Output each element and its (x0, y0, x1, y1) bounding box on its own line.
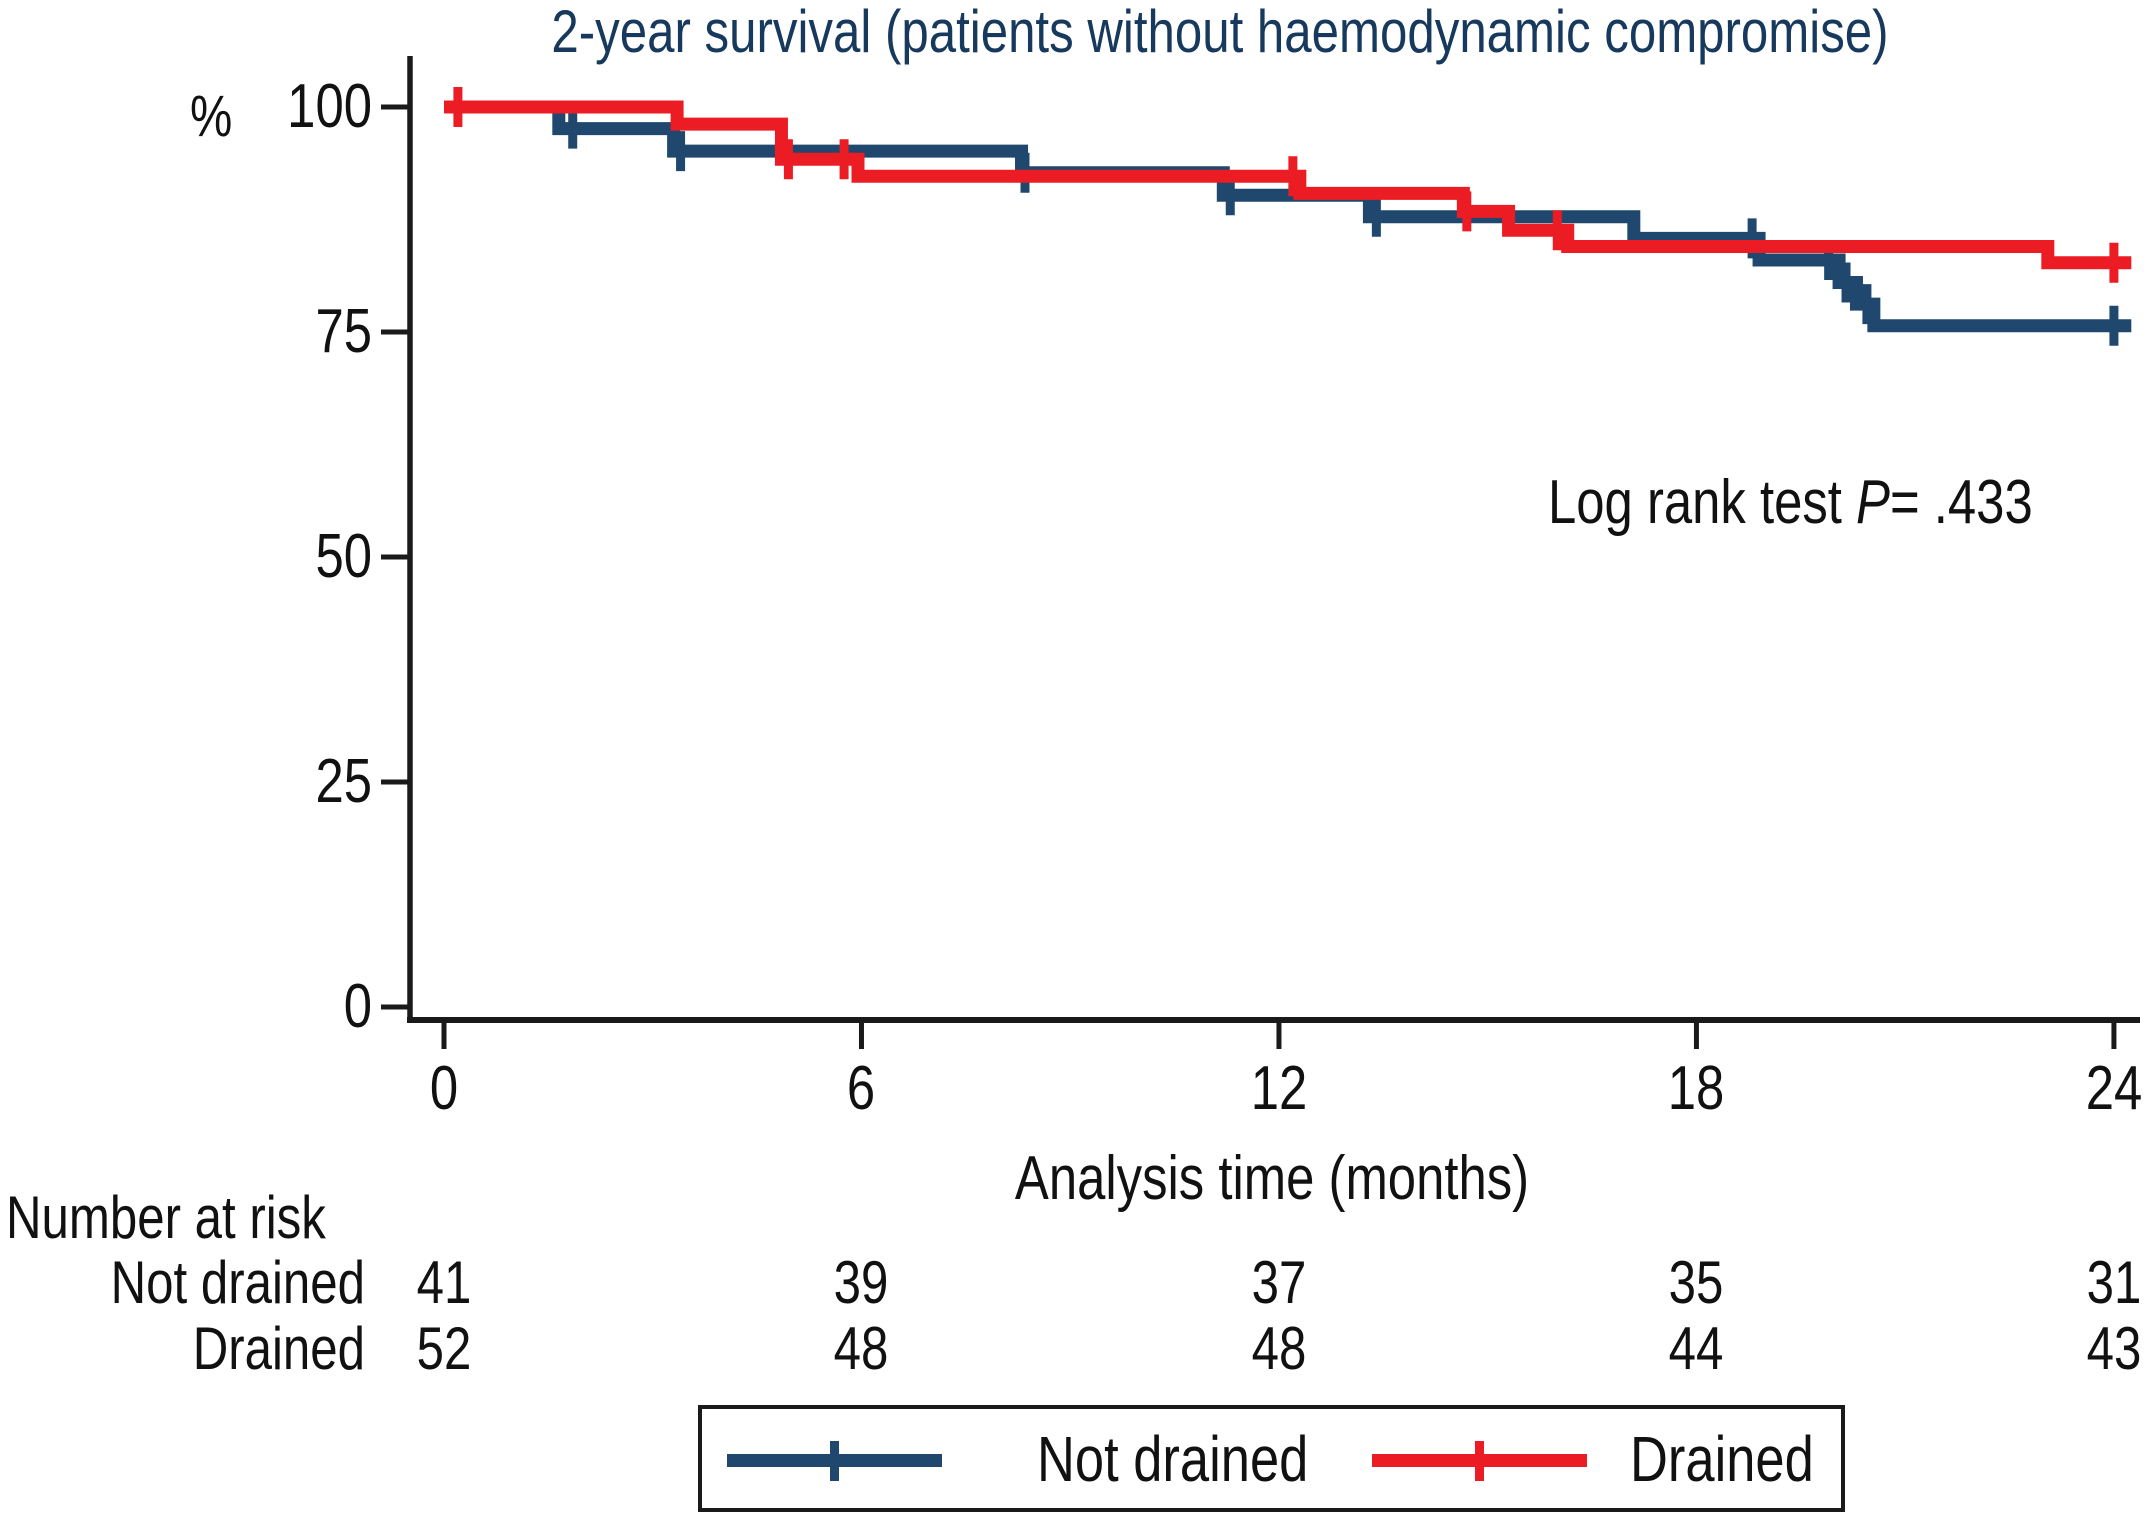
legend-label-not-drained: Not drained (1037, 1423, 1309, 1495)
x-tick-label-0: 0 (429, 1054, 459, 1123)
y-tick-label-75: 75 (315, 297, 372, 366)
risk-row-label-not-drained: Not drained (110, 1249, 365, 1316)
risk-value: 52 (416, 1315, 472, 1382)
p-symbol: P (1856, 468, 1890, 537)
risk-value: 37 (1251, 1249, 1307, 1316)
risk-value: 31 (2086, 1249, 2142, 1316)
y-tick-label-100: 100 (287, 72, 372, 141)
risk-table-title: Number at risk (6, 1184, 326, 1251)
x-tick-label-12: 12 (1250, 1054, 1308, 1123)
log-rank-annotation: Log rank test P= .433 (1548, 470, 2033, 536)
p-value: = .433 (1889, 468, 2033, 537)
risk-value: 41 (416, 1249, 472, 1316)
y-tick-label-50: 50 (315, 522, 372, 591)
log-rank-text: Log rank test (1548, 468, 1857, 537)
x-axis-title: Analysis time (months) (1014, 1144, 1530, 1213)
risk-value: 35 (1668, 1249, 1724, 1316)
legend-box: Not drained Drained (698, 1405, 1845, 1512)
x-tick-label-24: 24 (2085, 1054, 2143, 1123)
y-tick-label-0: 0 (343, 972, 372, 1041)
risk-value: 48 (833, 1315, 889, 1382)
x-tick-label-18: 18 (1667, 1054, 1725, 1123)
chart-title: 2-year survival (patients without haemod… (551, 0, 1889, 65)
risk-value: 48 (1251, 1315, 1307, 1382)
y-tick-label-25: 25 (315, 747, 372, 816)
risk-value: 43 (2086, 1315, 2142, 1382)
risk-value: 44 (1668, 1315, 1724, 1382)
legend-label-drained: Drained (1630, 1423, 1814, 1495)
x-tick-label-6: 6 (846, 1054, 876, 1123)
legend-censor-tick-drained (1475, 1440, 1484, 1481)
risk-row-label-drained: Drained (192, 1315, 365, 1382)
legend-censor-tick-not-drained (830, 1440, 839, 1481)
risk-value: 39 (833, 1249, 889, 1316)
y-axis-unit-label: % (190, 84, 233, 149)
